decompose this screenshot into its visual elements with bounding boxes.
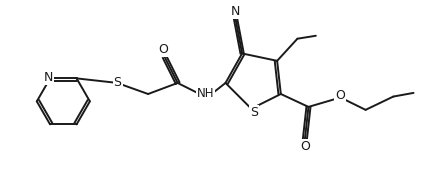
Text: N: N xyxy=(231,5,240,17)
Text: N: N xyxy=(44,71,53,84)
Text: NH: NH xyxy=(197,87,214,101)
Text: O: O xyxy=(335,89,345,102)
Text: S: S xyxy=(250,106,258,119)
Text: O: O xyxy=(158,43,168,56)
Text: S: S xyxy=(114,77,121,89)
Text: O: O xyxy=(300,140,310,153)
